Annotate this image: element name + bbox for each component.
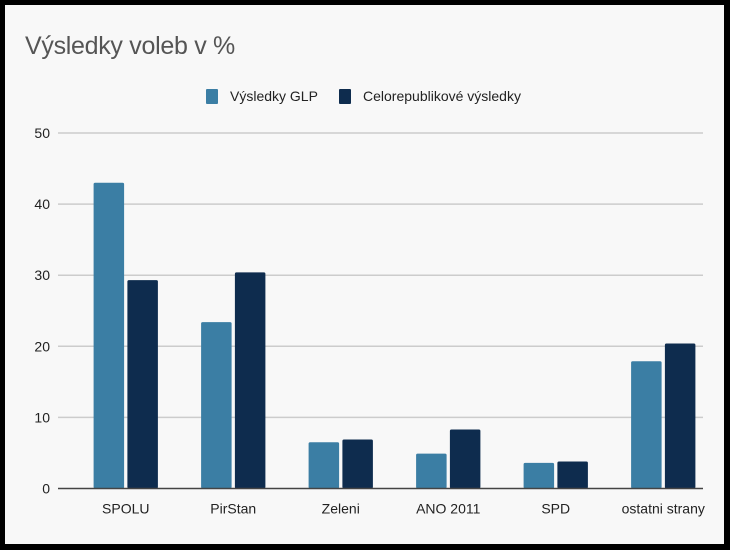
y-tick-label: 10 — [34, 409, 50, 425]
legend-swatch-glp — [206, 88, 218, 104]
y-tick-label: 0 — [42, 481, 50, 497]
chart-title: Výsledky voleb v % — [25, 32, 235, 60]
bar-glp[interactable] — [523, 462, 555, 489]
legend-label-celorepublikove: Celorepublikové výsledky — [363, 88, 521, 104]
bar-celorepublikove[interactable] — [127, 280, 158, 489]
bar-celorepublikove[interactable] — [449, 429, 481, 489]
y-tick-label: 50 — [34, 125, 50, 141]
legend-swatch-celorepublikove — [339, 88, 351, 104]
legend: Výsledky GLP Celorepublikové výsledky — [5, 86, 724, 106]
bar-celorepublikove[interactable] — [234, 272, 266, 489]
bar-celorepublikove[interactable] — [557, 461, 588, 489]
bars — [93, 182, 696, 489]
x-tick-label: SPD — [541, 501, 570, 517]
x-tick-label: ANO 2011 — [416, 501, 481, 517]
y-tick-label: 20 — [34, 338, 50, 354]
bar-glp[interactable] — [631, 361, 662, 489]
legend-item-celorepublikove[interactable]: Celorepublikové výsledky — [339, 86, 521, 106]
bar-glp[interactable] — [93, 182, 125, 489]
x-tick-label: PirStan — [210, 501, 256, 517]
bar-celorepublikove[interactable] — [342, 439, 373, 489]
y-tick-label: 30 — [34, 267, 50, 283]
bar-celorepublikove[interactable] — [664, 343, 696, 489]
bar-glp[interactable] — [416, 453, 447, 489]
y-tick-label: 40 — [34, 196, 50, 212]
x-axis-tick-labels: SPOLU PirStan Zeleni ANO 2011 SPD ostatni str… — [102, 501, 705, 517]
gridlines — [58, 132, 703, 419]
bar-glp[interactable] — [201, 322, 232, 489]
x-tick-label: SPOLU — [102, 501, 149, 517]
legend-item-glp[interactable]: Výsledky GLP — [206, 86, 318, 106]
x-tick-label: Zeleni — [322, 501, 360, 517]
x-tick-label: ostatni strany — [622, 501, 705, 517]
y-axis-tick-labels: 0 10 20 30 40 50 — [34, 125, 50, 497]
bar-glp[interactable] — [308, 442, 340, 489]
chart-frame: Výsledky voleb v % Výsledky GLP Celorepu… — [5, 5, 724, 544]
legend-label-glp: Výsledky GLP — [230, 88, 318, 104]
